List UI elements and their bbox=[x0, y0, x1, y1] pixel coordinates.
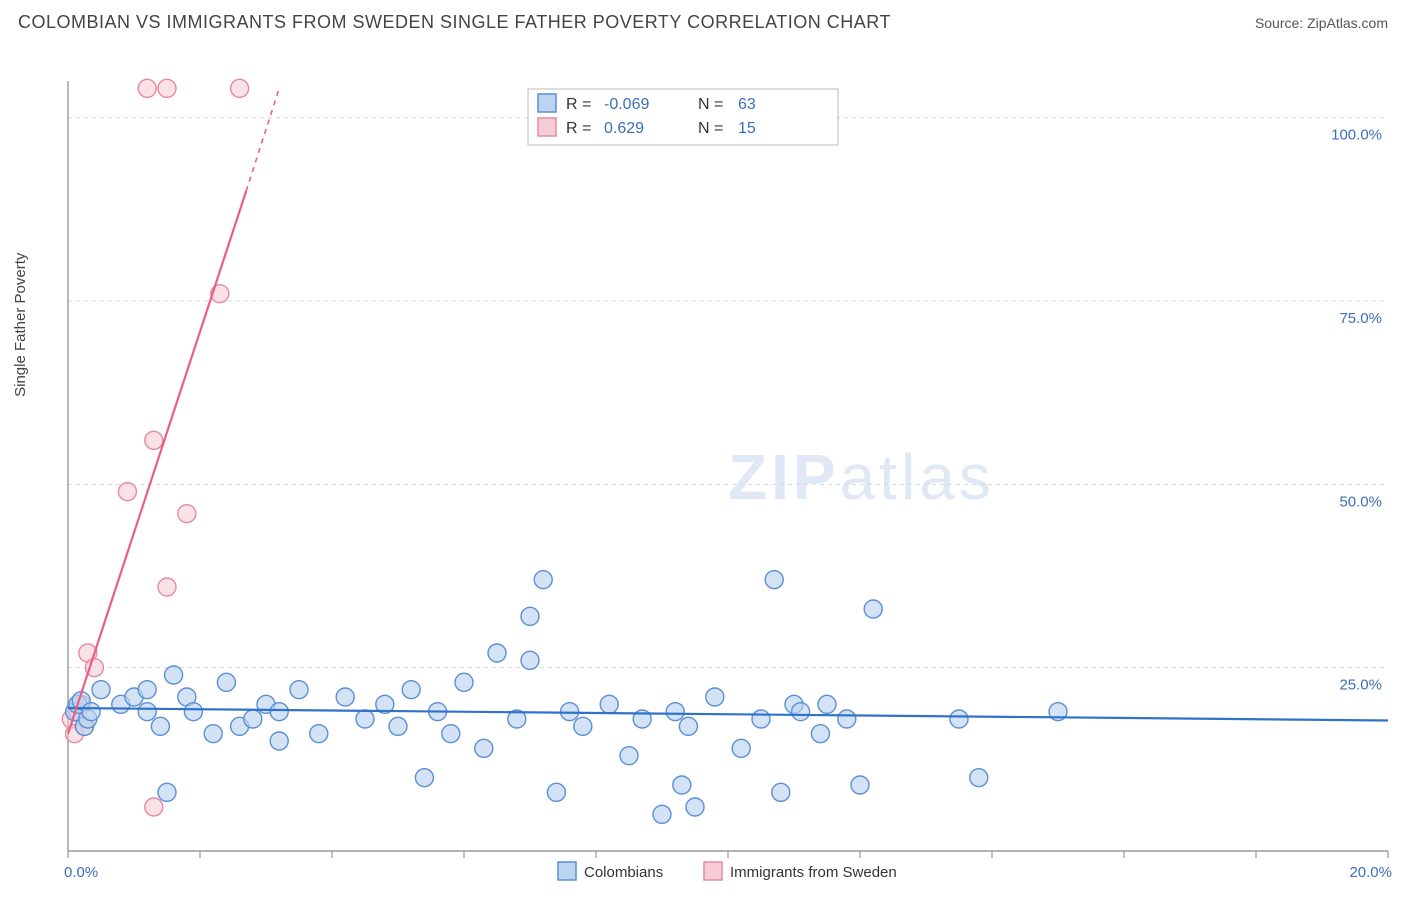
blue-point bbox=[290, 681, 308, 699]
blue-point bbox=[402, 681, 420, 699]
blue-point bbox=[851, 776, 869, 794]
blue-point bbox=[818, 695, 836, 713]
pink-point bbox=[138, 79, 156, 97]
blue-trendline bbox=[68, 708, 1388, 720]
blue-point bbox=[270, 732, 288, 750]
chart-title: COLOMBIAN VS IMMIGRANTS FROM SWEDEN SING… bbox=[18, 12, 891, 33]
x-tick-label: 0.0% bbox=[64, 864, 98, 881]
y-tick-label: 50.0% bbox=[1339, 493, 1382, 510]
legend-r-label: R = bbox=[566, 120, 591, 137]
legend-swatch-blue bbox=[538, 94, 556, 112]
pink-trendline-extrapolated bbox=[246, 88, 279, 191]
pink-point bbox=[158, 578, 176, 596]
blue-point bbox=[138, 703, 156, 721]
y-axis-label: Single Father Poverty bbox=[12, 253, 29, 397]
x-tick-label: 20.0% bbox=[1349, 864, 1392, 881]
blue-point bbox=[811, 725, 829, 743]
legend-n-label: N = bbox=[698, 96, 723, 113]
pink-point bbox=[118, 483, 136, 501]
legend-r-value: -0.069 bbox=[604, 96, 649, 113]
blue-point bbox=[950, 710, 968, 728]
blue-point bbox=[706, 688, 724, 706]
legend-n-value: 63 bbox=[738, 96, 756, 113]
blue-point bbox=[547, 783, 565, 801]
blue-point bbox=[310, 725, 328, 743]
pink-point bbox=[231, 79, 249, 97]
blue-point bbox=[765, 571, 783, 589]
blue-point bbox=[455, 673, 473, 691]
pink-point bbox=[145, 798, 163, 816]
blue-point bbox=[620, 747, 638, 765]
pink-point bbox=[158, 79, 176, 97]
bottom-legend-swatch-pink bbox=[704, 862, 722, 880]
blue-point bbox=[475, 739, 493, 757]
pink-trendline bbox=[68, 191, 246, 734]
chart-area: Single Father Poverty ZIPatlas25.0%50.0%… bbox=[18, 37, 1388, 901]
legend-r-value: 0.629 bbox=[604, 120, 644, 137]
blue-point bbox=[732, 739, 750, 757]
blue-point bbox=[138, 681, 156, 699]
bottom-legend-label-blue: Colombians bbox=[584, 864, 663, 881]
scatter-chart: ZIPatlas 25.0% 50.0% 75.0% 100.0% 0.0% 20.0% R … bbox=[18, 37, 1406, 901]
source-attribution: Source: ZipAtlas.com bbox=[1255, 15, 1388, 31]
blue-point bbox=[165, 666, 183, 684]
bottom-legend-label-pink: Immigrants from Sweden bbox=[730, 864, 897, 881]
blue-point bbox=[772, 783, 790, 801]
blue-point bbox=[244, 710, 262, 728]
blue-point bbox=[574, 717, 592, 735]
blue-point bbox=[270, 703, 288, 721]
blue-point bbox=[864, 600, 882, 618]
y-tick-label: 75.0% bbox=[1339, 310, 1382, 327]
y-tick-label: 25.0% bbox=[1339, 677, 1382, 694]
y-tick-label: 100.0% bbox=[1331, 127, 1382, 144]
blue-point bbox=[752, 710, 770, 728]
blue-point bbox=[521, 607, 539, 625]
blue-point bbox=[673, 776, 691, 794]
blue-point bbox=[666, 703, 684, 721]
legend-n-label: N = bbox=[698, 120, 723, 137]
blue-point bbox=[151, 717, 169, 735]
bottom-legend-swatch-blue bbox=[558, 862, 576, 880]
blue-point bbox=[389, 717, 407, 735]
blue-point bbox=[184, 703, 202, 721]
blue-point bbox=[521, 651, 539, 669]
blue-point bbox=[204, 725, 222, 743]
blue-point bbox=[679, 717, 697, 735]
blue-point bbox=[792, 703, 810, 721]
pink-point bbox=[178, 505, 196, 523]
watermark: ZIPatlas bbox=[728, 441, 995, 513]
blue-point bbox=[488, 644, 506, 662]
legend-r-label: R = bbox=[566, 96, 591, 113]
blue-point bbox=[970, 769, 988, 787]
blue-point bbox=[686, 798, 704, 816]
blue-point bbox=[415, 769, 433, 787]
pink-point bbox=[145, 431, 163, 449]
legend-n-value: 15 bbox=[738, 120, 756, 137]
blue-point bbox=[82, 703, 100, 721]
blue-point bbox=[838, 710, 856, 728]
blue-point bbox=[336, 688, 354, 706]
blue-point bbox=[356, 710, 374, 728]
blue-point bbox=[92, 681, 110, 699]
blue-point bbox=[600, 695, 618, 713]
blue-point bbox=[217, 673, 235, 691]
blue-point bbox=[653, 805, 671, 823]
blue-point bbox=[534, 571, 552, 589]
legend-swatch-pink bbox=[538, 118, 556, 136]
blue-point bbox=[442, 725, 460, 743]
blue-point bbox=[158, 783, 176, 801]
